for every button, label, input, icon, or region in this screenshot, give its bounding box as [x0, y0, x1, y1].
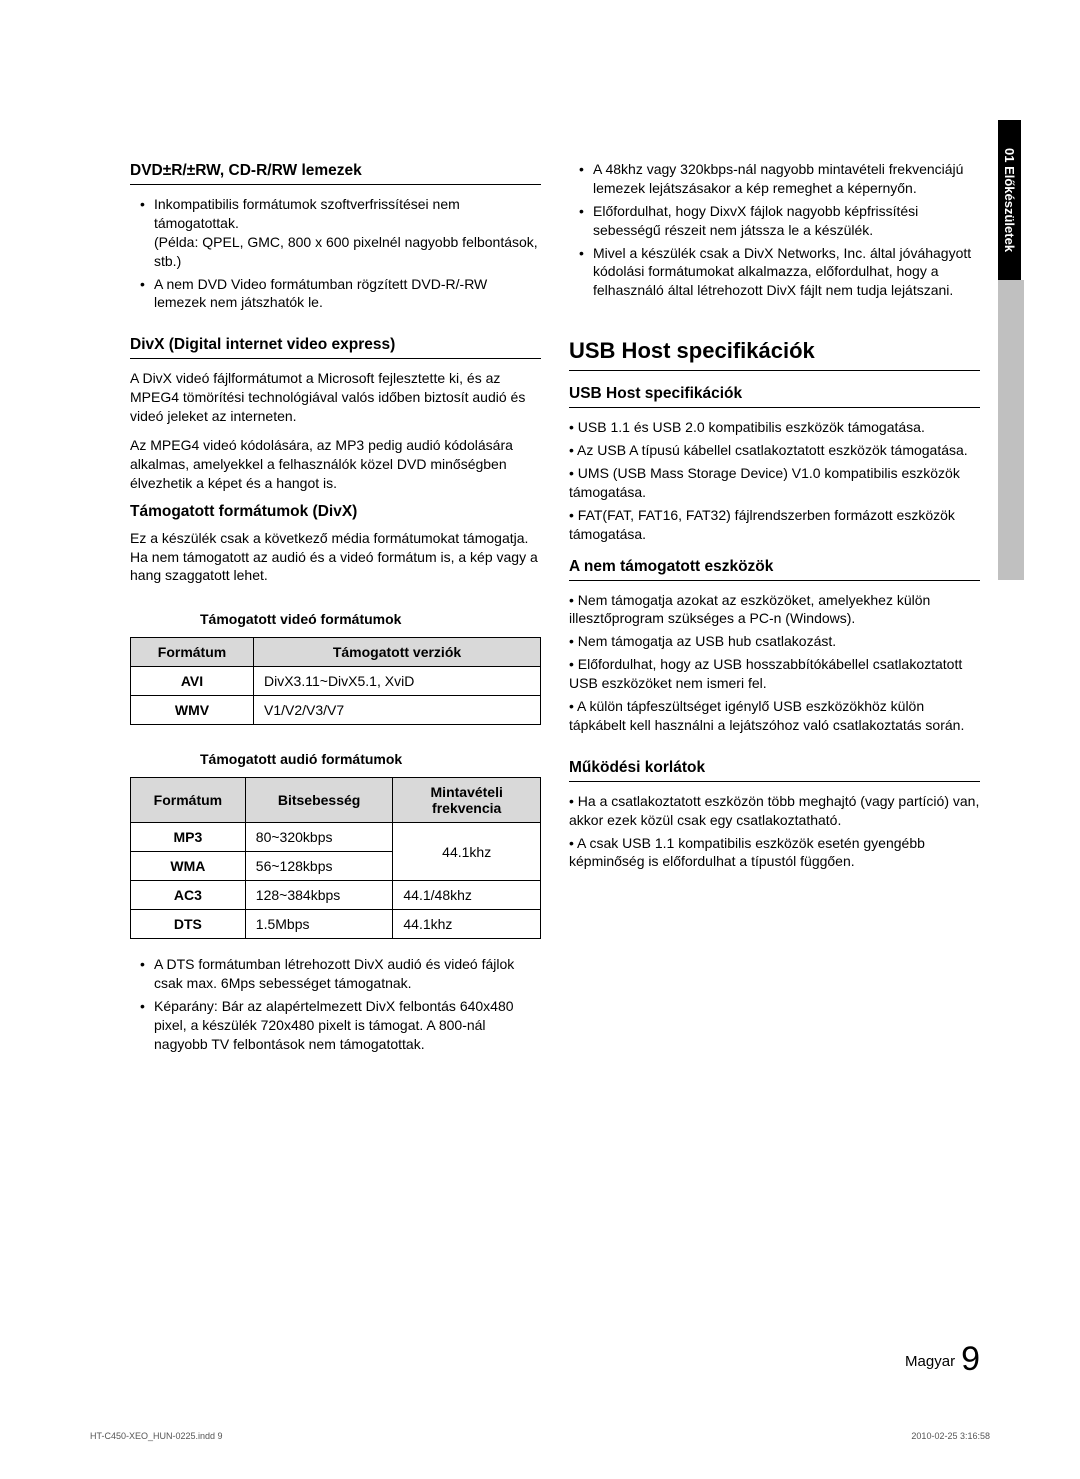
list-item: A 48khz vagy 320kbps-nál nagyobb mintavé… — [593, 160, 980, 198]
heading-divx: DivX (Digital internet video express) — [130, 336, 541, 359]
usb-spec-list: • USB 1.1 és USB 2.0 kompatibilis eszköz… — [569, 418, 980, 543]
after-tables-list: A DTS formátumban létrehozott DivX audió… — [130, 955, 541, 1053]
heading-unsupported: A nem támogatott eszközök — [569, 558, 980, 581]
heading-usb-spec: USB Host specifikációk — [569, 385, 980, 408]
list-item: • USB 1.1 és USB 2.0 kompatibilis eszköz… — [569, 418, 980, 437]
heading-usb-host: USB Host specifikációk — [569, 338, 980, 371]
list-item: Inkompatibilis formátumok szoftverfrissí… — [154, 195, 541, 271]
unsupported-list: • Nem támogatja azokat az eszközöket, am… — [569, 591, 980, 735]
side-tab-grey — [998, 280, 1024, 580]
table-caption-video: Támogatott videó formátumok — [130, 611, 541, 627]
table-caption-audio: Támogatott audió formátumok — [130, 751, 541, 767]
list-item: • Nem támogatja az USB hub csatlakozást. — [569, 632, 980, 651]
side-tab: 01 Előkészületek — [998, 120, 1024, 580]
list-item: Előfordulhat, hogy DixvX fájlok nagyobb … — [593, 202, 980, 240]
table-row: AVI DivX3.11~DivX5.1, XviD — [131, 667, 541, 696]
list-item: • Ha a csatlakoztatott eszközön több meg… — [569, 792, 980, 830]
table-row: AC3 128~384kbps 44.1/48khz — [131, 881, 541, 910]
footer-file-info: HT-C450-XEO_HUN-0225.indd 9 — [90, 1431, 223, 1441]
table-row: DTS 1.5Mbps 44.1khz — [131, 910, 541, 939]
list-item: • A csak USB 1.1 kompatibilis eszközök e… — [569, 834, 980, 872]
left-column: DVD±R/±RW, CD-R/RW lemezek Inkompatibili… — [130, 160, 541, 1068]
footer-timestamp: 2010-02-25 3:16:58 — [911, 1431, 990, 1441]
list-item: • A külön tápfeszültséget igénylő USB es… — [569, 697, 980, 735]
col-header: Támogatott verziók — [254, 638, 541, 667]
col-header: Mintavételi frekvencia — [393, 778, 541, 823]
list-item: • Nem támogatja azokat az eszközöket, am… — [569, 591, 980, 629]
list-item: • Az USB A típusú kábellel csatlakoztato… — [569, 441, 980, 460]
table-row: WMV V1/V2/V3/V7 — [131, 696, 541, 725]
list-item: Képarány: Bár az alapértelmezett DivX fe… — [154, 997, 541, 1054]
col-header: Bitsebesség — [245, 778, 393, 823]
list-item: • Előfordulhat, hogy az USB hosszabbítók… — [569, 655, 980, 693]
heading-dvd: DVD±R/±RW, CD-R/RW lemezek — [130, 162, 541, 185]
side-tab-label: 01 Előkészületek — [998, 120, 1021, 280]
paragraph: A DivX videó fájlformátumot a Microsoft … — [130, 369, 541, 426]
list-item: A nem DVD Video formátumban rögzített DV… — [154, 275, 541, 313]
video-formats-table: Formátum Támogatott verziók AVI DivX3.11… — [130, 637, 541, 725]
list-item: • FAT(FAT, FAT16, FAT32) fájlrendszerben… — [569, 506, 980, 544]
right-top-list: A 48khz vagy 320kbps-nál nagyobb mintavé… — [569, 160, 980, 300]
col-header: Formátum — [131, 638, 254, 667]
list-item: • UMS (USB Mass Storage Device) V1.0 kom… — [569, 464, 980, 502]
right-column: 01 Előkészületek A 48khz vagy 320kbps-ná… — [569, 160, 980, 1068]
col-header: Formátum — [131, 778, 246, 823]
limits-list: • Ha a csatlakoztatott eszközön több meg… — [569, 792, 980, 872]
dvd-bullet-list: Inkompatibilis formátumok szoftverfrissí… — [130, 195, 541, 312]
heading-supported-formats: Támogatott formátumok (DivX) — [130, 503, 541, 525]
audio-formats-table: Formátum Bitsebesség Mintavételi frekven… — [130, 777, 541, 939]
page-number: Magyar9 — [905, 1340, 980, 1379]
paragraph: Ez a készülék csak a következő média for… — [130, 529, 541, 586]
heading-limits: Működési korlátok — [569, 759, 980, 782]
paragraph: Az MPEG4 videó kódolására, az MP3 pedig … — [130, 436, 541, 493]
list-item: Mivel a készülék csak a DivX Networks, I… — [593, 244, 980, 301]
table-row: MP3 80~320kbps 44.1khz — [131, 823, 541, 852]
list-item: A DTS formátumban létrehozott DivX audió… — [154, 955, 541, 993]
